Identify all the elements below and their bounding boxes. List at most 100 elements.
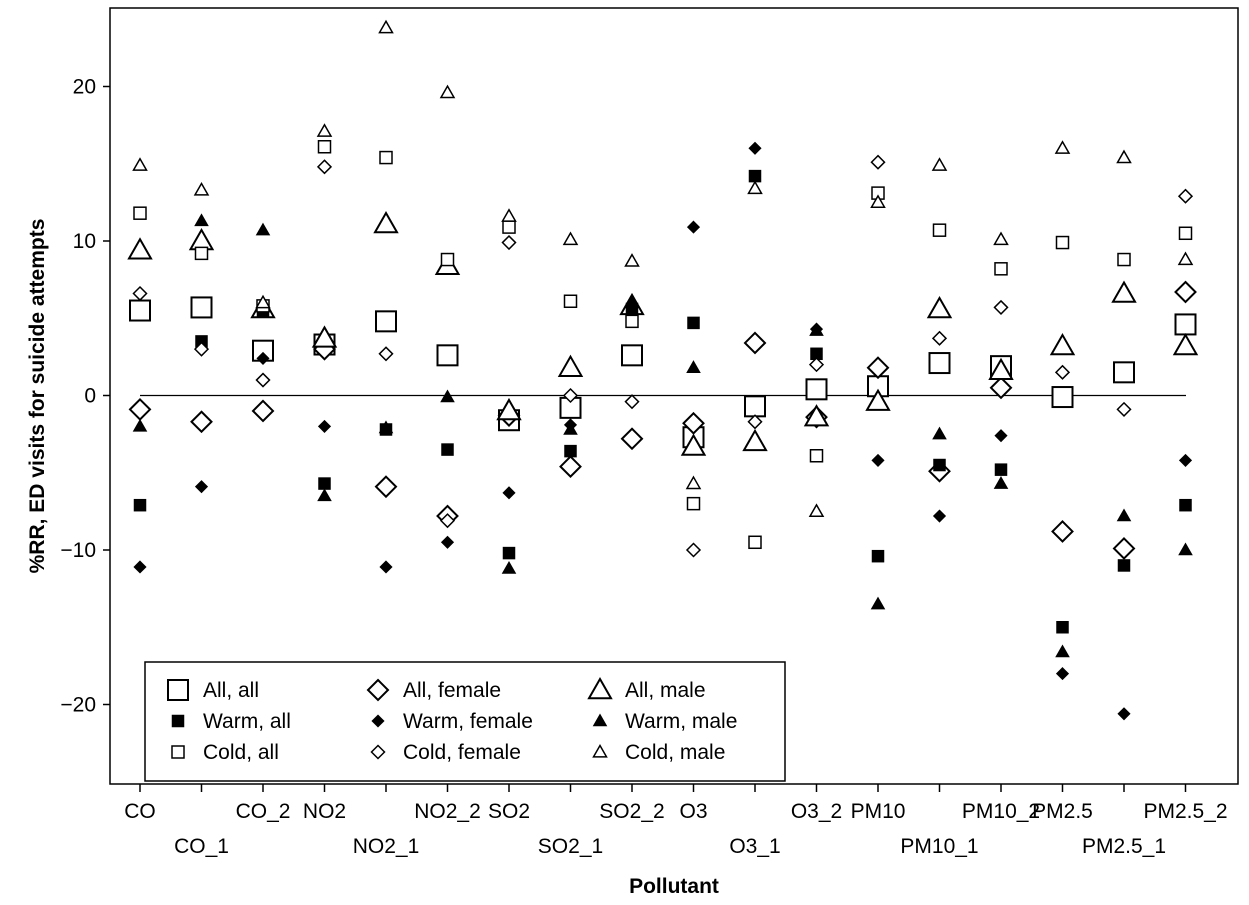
point-warm-male-so2: [501, 561, 517, 574]
legend-box: [144, 661, 786, 782]
point-cold-male-no2-1: [378, 19, 394, 34]
legend-label-warm-female: Warm, female: [403, 710, 533, 733]
point-warm-female-so2: [502, 486, 516, 500]
point-all-female-so2-1: [559, 455, 582, 478]
point-cold-male-o3: [685, 475, 702, 490]
point-all-male-o3-1: [742, 428, 768, 452]
point-all-all-so2-2: [621, 344, 643, 367]
legend-marker-cold-female: [370, 744, 386, 760]
point-warm-male-pm2-5-1: [1116, 508, 1132, 522]
point-warm-male-so2-2: [624, 295, 640, 309]
point-all-female-co-2: [251, 399, 275, 423]
point-cold-female-o3-1: [747, 414, 763, 430]
point-all-male-pm10-1: [926, 295, 953, 319]
point-warm-male-no2-1: [378, 420, 394, 434]
point-warm-female-pm10-2: [994, 429, 1008, 443]
point-warm-female-pm10-1: [932, 509, 947, 523]
point-all-male-so2: [496, 397, 522, 421]
point-cold-male-no2: [316, 123, 333, 137]
legend-marker-cold-male: [592, 743, 608, 758]
point-warm-male-pm2-5-2: [1178, 542, 1193, 556]
legend-label-warm-all: Warm, all: [203, 710, 291, 733]
legend-marker-all-female: [366, 678, 390, 702]
x-tick-label-pm2-5-1: PM2.5_1: [1082, 835, 1166, 858]
point-warm-male-pm10-1: [932, 426, 947, 440]
y-axis-title: %RR, ED visits for suicide attempts: [26, 219, 49, 574]
point-warm-all-so2-1: [564, 444, 577, 458]
point-all-male-o3-2: [803, 404, 830, 427]
point-cold-female-so2-2: [624, 394, 640, 410]
point-warm-female-co-1: [194, 480, 209, 494]
point-warm-male-co-1: [194, 213, 209, 227]
point-warm-all-no2: [318, 477, 331, 490]
point-all-male-no2-1: [373, 210, 399, 234]
point-warm-female-co-2: [256, 351, 270, 365]
point-warm-all-pm10-2: [994, 463, 1008, 476]
legend-label-warm-male: Warm, male: [625, 710, 737, 733]
point-cold-all-co: [133, 206, 147, 220]
point-cold-male-co-1: [193, 182, 210, 196]
point-all-female-co: [128, 397, 152, 421]
point-all-all-pm2-5: [1051, 386, 1074, 409]
point-cold-male-pm10-1: [931, 157, 948, 171]
point-warm-male-pm2-5: [1055, 644, 1070, 658]
point-all-all-no2-1: [375, 310, 397, 333]
point-cold-female-co: [132, 285, 148, 302]
point-all-male-so2-1: [557, 354, 584, 377]
point-warm-female-no2: [317, 419, 332, 433]
point-warm-all-pm2-5-2: [1179, 498, 1192, 512]
point-cold-all-pm2-5: [1055, 235, 1070, 250]
point-all-male-pm10-2: [988, 357, 1014, 381]
point-cold-female-pm10: [870, 154, 886, 170]
point-all-female-pm2-5-2: [1174, 280, 1197, 304]
point-warm-female-pm2-5-1: [1117, 707, 1131, 721]
point-cold-all-so2-2: [625, 314, 639, 329]
x-tick-label-no2-2: NO2_2: [414, 800, 481, 823]
point-warm-female-o3: [686, 220, 701, 234]
legend: All, all All, female All, male Warm, all War…: [144, 661, 786, 782]
point-warm-female-pm2-5-2: [1178, 453, 1193, 467]
x-tick-label-no2-1: NO2_1: [353, 835, 420, 858]
point-all-male-pm10: [865, 388, 891, 411]
legend-label-cold-all: Cold, all: [203, 741, 279, 764]
point-warm-all-so2: [502, 546, 516, 560]
point-cold-female-so2-1: [562, 387, 579, 404]
point-all-all-pm2-5-2: [1174, 313, 1197, 336]
point-cold-male-co: [132, 157, 148, 171]
point-cold-male-so2: [501, 208, 517, 222]
x-axis-title: Pollutant: [629, 875, 719, 898]
x-tick-label-co-2: CO_2: [236, 800, 291, 823]
point-all-all-pm10-1: [928, 352, 951, 375]
point-all-female-no2-1: [374, 475, 398, 499]
legend-marker-cold-all: [171, 745, 185, 759]
point-all-all-pm2-5-1: [1113, 361, 1135, 384]
point-warm-all-pm10-1: [933, 458, 946, 472]
point-cold-female-pm2-5: [1054, 364, 1071, 380]
point-all-female-pm2-5-1: [1112, 537, 1136, 560]
legend-label-all-all: All, all: [203, 679, 259, 702]
point-cold-all-so2-1: [563, 294, 578, 309]
legend-marker-warm-all: [171, 714, 185, 728]
point-warm-male-so2-1: [563, 421, 578, 435]
point-cold-male-pm10: [870, 194, 886, 208]
point-warm-male-no2-2: [440, 389, 455, 403]
legend-label-all-male: All, male: [625, 679, 706, 702]
legend-items: All, all All, female All, male Warm, all War…: [167, 676, 737, 764]
point-all-female-o3-1: [743, 331, 767, 355]
point-cold-female-no2-2: [439, 513, 456, 529]
point-cold-all-no2-1: [379, 150, 393, 165]
point-all-male-pm2-5-2: [1172, 333, 1199, 356]
point-warm-female-no2-1: [379, 560, 393, 574]
x-tick-label-o3-1: O3_1: [729, 835, 780, 858]
point-warm-all-pm2-5: [1056, 621, 1069, 634]
point-warm-male-co: [132, 418, 148, 432]
point-all-female-o3: [682, 411, 705, 435]
x-tick-label-so2-2: SO2_2: [599, 800, 664, 823]
point-warm-all-co: [133, 498, 147, 512]
point-warm-female-o3-1: [748, 141, 762, 155]
point-cold-male-so2-2: [624, 253, 640, 267]
point-cold-all-o3-1: [748, 535, 762, 550]
x-tick-label-no2: NO2: [303, 800, 346, 823]
point-warm-male-pm10-2: [993, 476, 1009, 489]
